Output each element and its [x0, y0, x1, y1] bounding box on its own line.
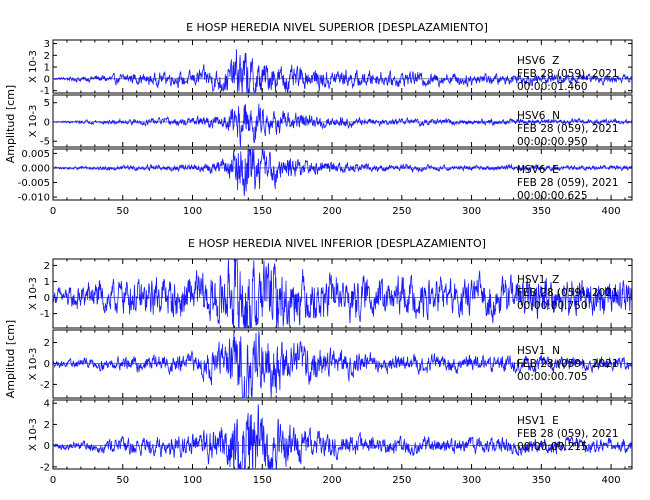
waveform-trace: [52, 258, 633, 329]
x-tick-label: 50: [116, 475, 129, 486]
y-tick-label: 1: [44, 277, 50, 288]
station-channel-label: HSV6 N: [517, 110, 560, 122]
y-tick-label: 2: [44, 420, 50, 431]
y-tick-label: 3: [44, 39, 50, 50]
scale-label: X 10-3: [28, 50, 39, 83]
x-tick-label: 50: [116, 206, 129, 217]
x-tick-label: 300: [462, 475, 481, 486]
y-tick-label: 2: [44, 51, 50, 62]
panel-frame: [52, 39, 633, 94]
y-tick-label: -2: [40, 462, 50, 473]
y-tick-label: -1: [40, 309, 50, 320]
y-tick-label: 2: [44, 338, 50, 349]
date-label: FEB 28 (059), 2021: [517, 177, 619, 189]
y-tick-label: 4: [44, 399, 50, 410]
panel-frame: [52, 399, 633, 470]
y-tick-label: 5: [44, 98, 50, 109]
waveform-trace: [52, 103, 633, 148]
time-label: 00:00:00.950: [517, 136, 588, 148]
station-channel-label: HSV6 Z: [517, 55, 559, 67]
date-label: FEB 28 (059), 2021: [517, 287, 619, 299]
panel-frame: [52, 148, 633, 201]
scale-label: X 10-3: [28, 277, 39, 310]
waveform-trace: [53, 404, 633, 470]
date-label: FEB 28 (059), 2021: [517, 358, 619, 370]
bottom-chart-title: E HOSP HEREDIA NIVEL INFERIOR [DESPLAZAM…: [188, 237, 486, 250]
time-label: 00:00:01.460: [517, 81, 588, 93]
y-tick-label: -2: [40, 380, 50, 391]
date-label: FEB 28 (059), 2021: [517, 428, 619, 440]
station-channel-label: HSV1 N: [517, 345, 560, 357]
station-channel-label: HSV1 Z: [517, 274, 559, 286]
x-tick-label: 200: [322, 206, 341, 217]
x-tick-label: 100: [183, 475, 202, 486]
x-tick-label: 0: [50, 206, 56, 217]
x-tick-label: 350: [532, 475, 551, 486]
x-tick-label: 100: [183, 206, 202, 217]
y-tick-label: 0: [44, 441, 50, 452]
x-tick-label: 150: [253, 475, 272, 486]
waveform-trace: [52, 329, 633, 399]
waveform-trace: [52, 49, 633, 94]
y-tick-label: 0: [44, 359, 50, 370]
date-label: FEB 28 (059), 2021: [517, 123, 619, 135]
x-tick-label: 400: [602, 475, 621, 486]
y-tick-label: 0.000: [21, 163, 50, 174]
time-label: 00:00:00.215: [517, 441, 588, 453]
time-label: 00:00:00.625: [517, 190, 588, 202]
time-label: 00:00:00.705: [517, 371, 588, 383]
panel-frame: [52, 258, 633, 329]
y-tick-label: 0: [44, 293, 50, 304]
y-tick-label: -0.010: [18, 193, 50, 204]
x-tick-label: 400: [602, 206, 621, 217]
x-tick-label: 300: [462, 206, 481, 217]
y-tick-label: -5: [40, 137, 50, 148]
station-channel-label: HSV6 E: [517, 164, 559, 176]
y-tick-label: 0: [44, 117, 50, 128]
y-tick-label: 0: [44, 74, 50, 85]
scale-label: X 10-3: [28, 348, 39, 381]
station-channel-label: HSV1 E: [517, 415, 559, 427]
y-tick-label: 2: [44, 261, 50, 272]
y-tick-label: -1: [40, 86, 50, 97]
x-tick-label: 200: [322, 475, 341, 486]
x-tick-label: 0: [50, 475, 56, 486]
y-tick-label: 1: [44, 63, 50, 74]
panel-frame: [52, 94, 633, 148]
top-chart-title: E HOSP HEREDIA NIVEL SUPERIOR [DESPLAZAM…: [186, 21, 488, 34]
x-tick-label: 250: [392, 475, 411, 486]
panel-frame: [52, 329, 633, 399]
x-tick-label: 150: [253, 206, 272, 217]
date-label: FEB 28 (059), 2021: [517, 68, 619, 80]
top-chart-ylabel: Amplitud [cm]: [4, 85, 17, 163]
y-tick-label: 0.005: [21, 149, 50, 160]
time-label: 00:00:00.750: [517, 300, 588, 312]
scale-label: X 10-3: [28, 418, 39, 451]
y-tick-label: -0.005: [18, 178, 50, 189]
x-tick-label: 250: [392, 206, 411, 217]
bottom-chart-ylabel: Amplitud [cm]: [4, 320, 17, 398]
x-tick-label: 350: [532, 206, 551, 217]
waveform-trace: [52, 148, 633, 196]
scale-label: X 10-3: [28, 105, 39, 138]
